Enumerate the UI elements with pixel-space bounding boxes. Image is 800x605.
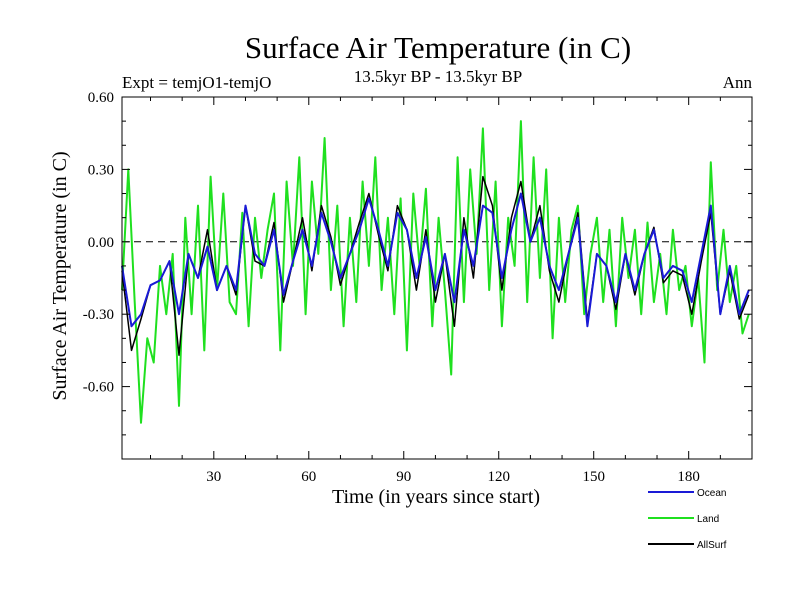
y-tick-label: 0.00	[88, 235, 114, 251]
y-tick-label: -0.30	[83, 307, 114, 323]
legend-label-land: Land	[697, 514, 719, 525]
plot-frame	[121, 96, 753, 460]
y-tick-label: -0.60	[83, 380, 114, 396]
x-tick-label: 30	[206, 469, 221, 485]
y-tick-label: 0.60	[88, 90, 114, 106]
series-line-land	[121, 120, 750, 424]
chart-title: Surface Air Temperature (in C)	[245, 30, 631, 65]
season-label: Ann	[723, 73, 753, 92]
y-tick-label: 0.30	[88, 162, 114, 178]
x-tick-label: 60	[301, 469, 316, 485]
x-tick-label: 150	[582, 469, 605, 485]
legend-label-allsurf: AllSurf	[697, 540, 727, 551]
chart-subtitle: 13.5kyr BP - 13.5kyr BP	[354, 67, 522, 86]
x-tick-label: 120	[487, 469, 510, 485]
x-tick-label: 180	[677, 469, 700, 485]
x-tick-label: 90	[396, 469, 411, 485]
x-axis-label: Time (in years since start)	[332, 486, 540, 508]
experiment-label: Expt = temjO1-temjO	[122, 73, 271, 92]
legend-label-ocean: Ocean	[697, 488, 726, 499]
series-line-ocean	[121, 192, 750, 328]
y-axis-label: Surface Air Temperature (in C)	[49, 151, 71, 400]
